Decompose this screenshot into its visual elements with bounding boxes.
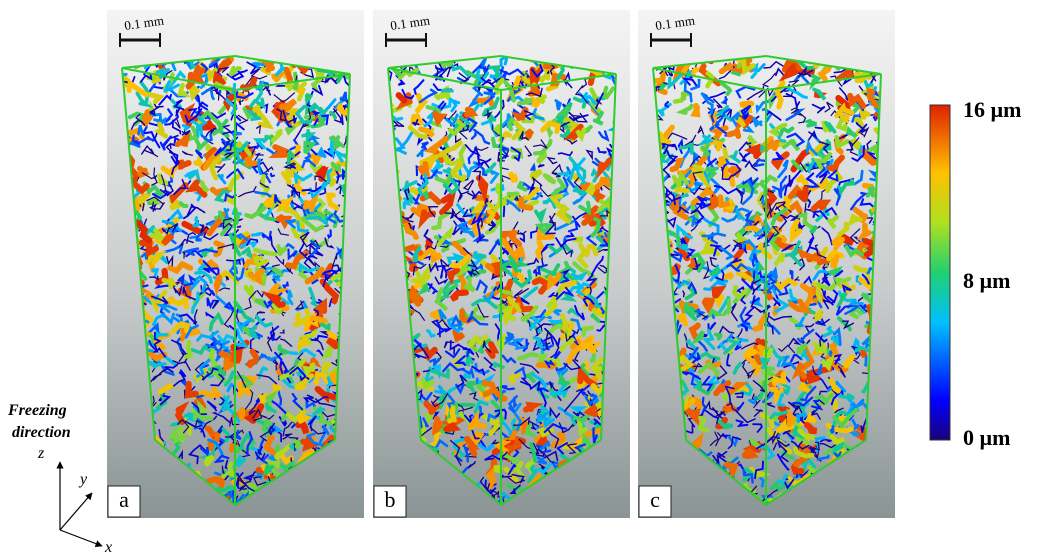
pore-strand (705, 300, 712, 309)
pore-strand (791, 302, 806, 311)
pore-strand (703, 136, 711, 143)
axis-label: y (78, 471, 88, 488)
pore-strand (539, 365, 554, 367)
pore-strand (496, 265, 500, 273)
colorbar (930, 105, 950, 440)
pore-strand (196, 162, 202, 167)
pore-strand (695, 106, 698, 115)
pore-strand (229, 463, 233, 475)
pore-strand (573, 274, 584, 279)
pore-strand (840, 395, 854, 399)
pore-strand (490, 471, 494, 486)
pore-strand (745, 451, 754, 456)
pore-strand (702, 145, 709, 155)
pore-strand (191, 87, 197, 97)
pore-strand (494, 126, 499, 132)
panel-label: a (119, 487, 129, 512)
pore-strand (817, 312, 821, 319)
pore-strand (139, 169, 145, 176)
pore-strand (589, 186, 594, 193)
panel-label: c (650, 487, 660, 512)
pore-strand (868, 187, 874, 195)
pore-strand (399, 95, 405, 101)
pore-strand (311, 360, 316, 363)
pore-strand (511, 174, 516, 182)
figure: 0.1 mma0.1 mmb0.1 mmc 16 µm 8 µm 0 µm Fr… (0, 0, 1048, 554)
pore-strand (450, 408, 454, 421)
pore-strand (833, 257, 837, 266)
panel-label: b (385, 487, 396, 512)
pore-strand (307, 95, 311, 101)
pore-strand (540, 439, 546, 445)
panel: 0.1 mmc (638, 10, 895, 522)
y-arrow (60, 493, 92, 530)
pore-strand (509, 194, 517, 196)
pore-strand (300, 415, 306, 421)
pore-strand (241, 410, 243, 420)
pore-strand (725, 274, 733, 279)
pore-strand (528, 131, 532, 138)
pore-strand (589, 406, 596, 414)
x-arrow (60, 530, 102, 546)
pore-strand (253, 233, 262, 235)
panel: 0.1 mma (107, 10, 372, 518)
pore-strand (306, 201, 315, 208)
pore-strand (467, 110, 473, 115)
axis-caption: Freezing (7, 402, 67, 419)
pore-strand (526, 405, 534, 409)
pore-strand (593, 171, 598, 181)
pore-strand (144, 112, 150, 125)
pore-strand (823, 360, 830, 367)
pore-strand (186, 342, 191, 357)
pore-strand (490, 344, 495, 356)
axis-caption: direction (12, 424, 71, 441)
pore-strand (276, 445, 279, 451)
pore-strand (808, 121, 816, 126)
pore-strand (310, 318, 325, 321)
pore-strand (446, 426, 455, 429)
panels: 0.1 mma0.1 mmb0.1 mmc (107, 10, 895, 522)
pore-strand (720, 157, 723, 164)
pore-strand (441, 90, 452, 91)
pore-strand (267, 62, 272, 69)
colorbar-label: 8 µm (963, 268, 1011, 293)
pore-strand (295, 441, 300, 446)
axis-label: x (104, 539, 112, 554)
pore-strand (435, 419, 440, 431)
pore-strand (790, 415, 794, 425)
pore-strand (814, 203, 826, 209)
axis-label: z (37, 445, 45, 462)
panel: 0.1 mmb (372, 10, 632, 519)
pore-strand (419, 164, 426, 173)
pore-strand (715, 289, 721, 295)
pore-strand (217, 277, 220, 287)
pore-strand (533, 99, 538, 106)
colorbar-label: 0 µm (963, 425, 1011, 450)
pore-strand (710, 311, 718, 315)
pore-strand (729, 131, 738, 136)
pore-strand (324, 362, 329, 370)
pore-strand (789, 175, 790, 184)
pore-strand (237, 226, 241, 227)
pore-strand (540, 356, 545, 363)
pore-strand (712, 197, 719, 208)
pore-strand (435, 114, 442, 122)
pore-strand (538, 243, 541, 257)
pore-strand (769, 142, 776, 148)
pore-strand (851, 217, 860, 222)
colorbar-label: 16 µm (963, 97, 1022, 122)
